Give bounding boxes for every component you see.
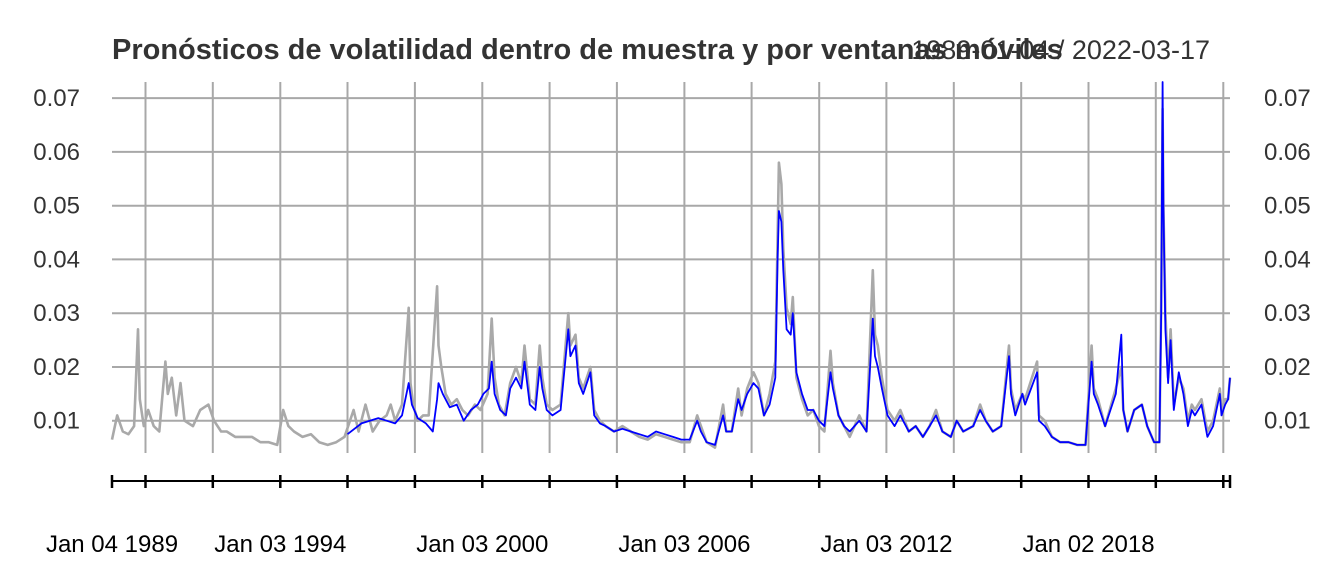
y-tick-label: 0.03 (33, 300, 80, 327)
date-range-label: 1989-01-04 / 2022-03-17 (911, 35, 1210, 65)
grid (112, 82, 1230, 453)
x-tick-label: Jan 03 2006 (618, 531, 750, 558)
x-tick-label: Jan 04 1989 (46, 531, 178, 558)
y-tick-label: 0.01 (33, 408, 80, 435)
y-tick-label: 0.04 (33, 246, 80, 273)
y-tick-label-right: 0.05 (1264, 193, 1311, 220)
x-tick-label: Jan 03 1994 (214, 531, 346, 558)
series-layer (110, 81, 1232, 449)
y-tick-label-right: 0.01 (1264, 408, 1311, 435)
y-axis-left: 0.01 0.02 0.03 0.04 0.05 0.06 0.07 (33, 85, 80, 435)
x-tick-label: Jan 02 2018 (1022, 531, 1154, 558)
y-tick-label-right: 0.02 (1264, 354, 1311, 381)
x-tick-label: Jan 03 2000 (416, 531, 548, 558)
y-tick-label-right: 0.04 (1264, 246, 1311, 273)
y-axis-right: 0.01 0.02 0.03 0.04 0.05 0.06 0.07 (1264, 85, 1311, 435)
y-tick-label: 0.02 (33, 354, 80, 381)
series-line-2 (346, 81, 1231, 446)
x-tick-label: Jan 03 2012 (820, 531, 952, 558)
chart-title: Pronósticos de volatilidad dentro de mue… (112, 34, 1063, 66)
y-tick-label: 0.05 (33, 193, 80, 220)
y-tick-label: 0.07 (33, 85, 80, 112)
y-tick-label: 0.06 (33, 139, 80, 166)
y-tick-label-right: 0.06 (1264, 139, 1311, 166)
y-tick-label-right: 0.03 (1264, 300, 1311, 327)
y-tick-label-right: 0.07 (1264, 85, 1311, 112)
x-axis: Jan 04 1989 Jan 03 1994 Jan 03 2000 Jan 03 … (46, 475, 1232, 558)
